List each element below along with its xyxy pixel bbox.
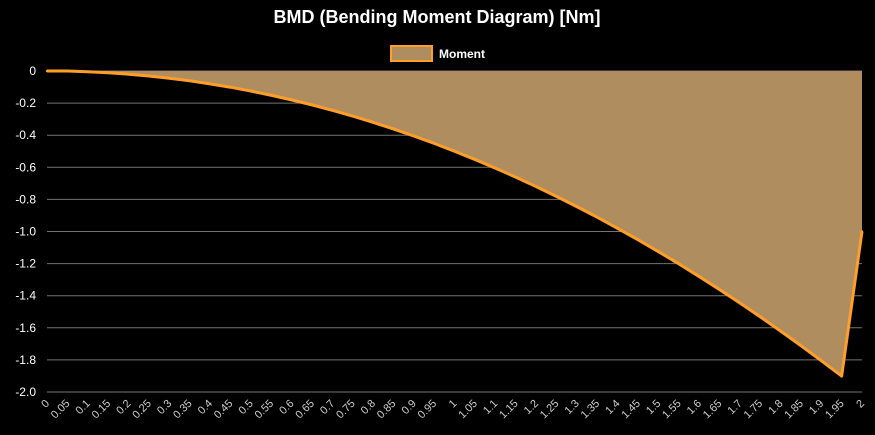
data-point[interactable] bbox=[616, 227, 619, 230]
x-tick-label: 1.45 bbox=[619, 398, 643, 422]
data-point[interactable] bbox=[555, 195, 558, 198]
data-point[interactable] bbox=[168, 77, 171, 80]
y-tick-label: -0.2 bbox=[15, 96, 36, 110]
y-tick-label: -1.2 bbox=[15, 257, 36, 271]
legend-label-moment: Moment bbox=[439, 47, 485, 61]
data-point[interactable] bbox=[432, 142, 436, 145]
data-point[interactable] bbox=[799, 344, 803, 347]
y-tick-label: -0.4 bbox=[15, 128, 36, 142]
x-tick-label: 1.95 bbox=[823, 398, 847, 422]
data-point[interactable] bbox=[45, 69, 49, 73]
data-point[interactable] bbox=[697, 275, 701, 278]
x-tick-label: 1.15 bbox=[497, 398, 521, 422]
x-tick-label: 1.85 bbox=[782, 398, 806, 422]
data-point[interactable] bbox=[188, 79, 191, 82]
legend-swatch-moment bbox=[390, 45, 433, 62]
y-tick-label: -0.6 bbox=[15, 160, 36, 174]
x-tick-label: 1.25 bbox=[538, 398, 562, 422]
data-point[interactable] bbox=[657, 250, 660, 253]
y-tick-label: -2.0 bbox=[15, 385, 36, 399]
x-tick-label: 0.55 bbox=[253, 398, 277, 422]
data-point[interactable] bbox=[473, 158, 477, 161]
data-point[interactable] bbox=[534, 185, 538, 188]
x-tick-label: 0.75 bbox=[334, 398, 358, 422]
x-tick-label: 1.65 bbox=[701, 398, 725, 422]
data-point[interactable] bbox=[229, 86, 232, 89]
y-axis-ticks: 0 -0.2 -0.4 -0.6 -0.8 -1.0 -1.2 -1.4 -1.6 -1.8 -2.… bbox=[15, 64, 36, 399]
data-point[interactable] bbox=[310, 103, 314, 107]
data-point[interactable] bbox=[677, 262, 680, 265]
x-tick-label: 0 bbox=[39, 398, 52, 411]
data-point[interactable] bbox=[208, 82, 212, 86]
data-point[interactable] bbox=[392, 127, 395, 131]
y-tick-label: -1.8 bbox=[15, 353, 36, 367]
data-point[interactable] bbox=[494, 166, 497, 170]
x-tick-label: 1.05 bbox=[456, 398, 480, 422]
y-tick-label: -1.6 bbox=[15, 321, 36, 335]
x-tick-label: 1.35 bbox=[579, 398, 603, 422]
legend[interactable]: Moment bbox=[390, 45, 485, 62]
moment-area-fill bbox=[47, 71, 862, 377]
data-point[interactable] bbox=[840, 374, 843, 378]
x-tick-label: 0.45 bbox=[212, 398, 236, 422]
data-point[interactable] bbox=[127, 73, 130, 76]
x-tick-label: 0.85 bbox=[375, 398, 399, 422]
data-point[interactable] bbox=[86, 70, 89, 74]
data-point[interactable] bbox=[575, 205, 578, 208]
data-point[interactable] bbox=[758, 315, 762, 318]
chart-title: BMD (Bending Moment Diagram) [Nm] bbox=[274, 7, 601, 27]
data-point[interactable] bbox=[860, 230, 864, 233]
data-point[interactable] bbox=[351, 114, 354, 118]
y-tick-label: -0.8 bbox=[15, 192, 36, 206]
data-point[interactable] bbox=[453, 150, 456, 153]
x-tick-label: 0.15 bbox=[90, 398, 114, 422]
data-point[interactable] bbox=[820, 359, 823, 362]
x-tick-label: 0.25 bbox=[130, 398, 154, 422]
x-tick-label: 0.05 bbox=[49, 398, 73, 422]
data-point[interactable] bbox=[738, 301, 741, 305]
y-tick-label: 0 bbox=[29, 64, 36, 78]
data-point[interactable] bbox=[249, 89, 252, 93]
data-point[interactable] bbox=[636, 238, 640, 241]
data-point[interactable] bbox=[147, 74, 151, 78]
x-tick-label: 0.65 bbox=[293, 398, 317, 422]
x-tick-label: 1.55 bbox=[660, 398, 684, 422]
x-tick-label: 1 bbox=[447, 398, 460, 411]
data-point[interactable] bbox=[595, 216, 599, 219]
data-point[interactable] bbox=[779, 329, 782, 333]
gridlines bbox=[47, 70, 862, 393]
series-moment bbox=[45, 69, 864, 378]
data-point[interactable] bbox=[514, 175, 517, 179]
x-axis-ticks: 00.05 0.10.15 0.20.25 0.30.35 0.40.45 0.50.55… bbox=[39, 398, 867, 422]
y-tick-label: -1.0 bbox=[15, 225, 36, 239]
x-tick-label: 0.95 bbox=[416, 398, 440, 422]
data-point[interactable] bbox=[331, 109, 334, 112]
x-tick-label: 0.35 bbox=[171, 398, 195, 422]
data-point[interactable] bbox=[371, 121, 375, 124]
x-tick-label: 1.75 bbox=[742, 398, 766, 422]
data-point[interactable] bbox=[106, 71, 110, 74]
data-point[interactable] bbox=[290, 98, 293, 102]
y-tick-label: -1.4 bbox=[15, 289, 36, 303]
data-point[interactable] bbox=[66, 69, 69, 73]
data-point[interactable] bbox=[718, 288, 721, 291]
data-point[interactable] bbox=[412, 134, 415, 138]
x-tick-label: 2 bbox=[854, 398, 867, 411]
data-point[interactable] bbox=[269, 94, 273, 97]
